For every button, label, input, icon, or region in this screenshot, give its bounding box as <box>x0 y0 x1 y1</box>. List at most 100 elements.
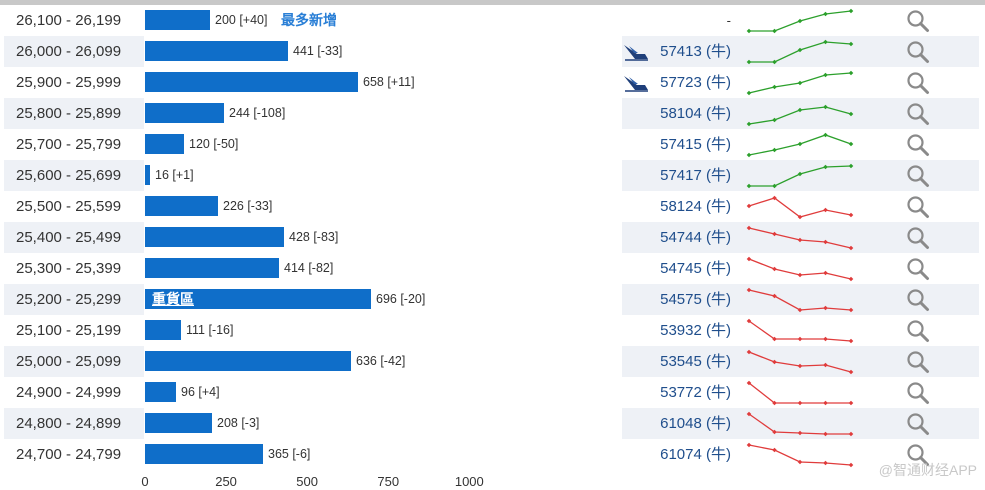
magnifier-icon[interactable] <box>906 319 930 343</box>
axis-tick-label: 1000 <box>454 474 484 489</box>
warrant-code[interactable]: 54575 (牛) <box>660 291 731 308</box>
quantity-bar <box>145 41 288 61</box>
sparkline-point <box>797 363 803 369</box>
warrant-code[interactable]: - <box>726 13 731 28</box>
magnifier-icon[interactable] <box>906 102 930 126</box>
warrant-code[interactable]: 53545 (牛) <box>660 353 731 370</box>
warrant-code[interactable]: 57417 (牛) <box>660 167 731 184</box>
warrant-code[interactable]: 54745 (牛) <box>660 260 731 277</box>
magnifier-icon[interactable] <box>906 443 930 467</box>
sparkline-point <box>823 305 828 311</box>
sparkline-point <box>797 336 803 342</box>
sparkline-point <box>823 104 828 110</box>
warrant-code[interactable]: 54744 (牛) <box>660 229 731 246</box>
magnifier-icon[interactable] <box>906 350 930 374</box>
sparkline-point <box>848 462 854 468</box>
sparkline-point <box>746 59 752 65</box>
quantity-bar <box>145 289 371 309</box>
magnifier-icon[interactable] <box>906 133 930 157</box>
sparkline-point <box>823 72 828 78</box>
warrant-code[interactable]: 57723 (牛) <box>660 74 731 91</box>
ship-icon <box>624 45 648 61</box>
sparkline-point <box>772 117 777 123</box>
sparkline-point <box>823 39 828 45</box>
table-row: 26,000 - 26,099 441 [-33] 57413 (牛) <box>0 36 985 67</box>
magnifier-icon[interactable] <box>906 71 930 95</box>
price-range: 24,900 - 24,999 <box>16 384 122 401</box>
price-range: 25,700 - 25,799 <box>16 136 122 153</box>
quantity-bar <box>145 134 184 154</box>
table-row: 24,800 - 24,899 208 [-3] 61048 (牛) <box>0 408 985 439</box>
sparkline-point <box>848 307 854 313</box>
row-band <box>4 408 144 439</box>
sparkline-point <box>772 266 777 272</box>
row-band <box>4 284 144 315</box>
magnifier-icon[interactable] <box>906 288 930 312</box>
magnifier-icon[interactable] <box>906 40 930 64</box>
trend-sparkline <box>746 380 854 406</box>
sparkline-point <box>797 400 803 406</box>
sparkline-point <box>848 276 854 282</box>
sparkline-point <box>848 70 854 76</box>
sparkline-point <box>772 59 777 65</box>
price-range: 24,700 - 24,799 <box>16 446 122 463</box>
magnifier-icon[interactable] <box>906 9 930 33</box>
trend-sparkline <box>746 104 854 127</box>
magnifier-icon[interactable] <box>906 195 930 219</box>
ship-icon <box>624 76 648 92</box>
sparkline-point <box>772 28 777 34</box>
quantity-bar <box>145 320 181 340</box>
table-row: 25,300 - 25,399 414 [-82] 54745 (牛) <box>0 253 985 284</box>
trend-sparkline <box>746 411 854 437</box>
sparkline-point <box>797 80 803 86</box>
sparkline-point <box>746 442 752 448</box>
row-band <box>4 346 144 377</box>
warrant-code[interactable]: 61048 (牛) <box>660 415 731 432</box>
sparkline-point <box>848 431 854 437</box>
warrant-code[interactable]: 57415 (牛) <box>660 136 731 153</box>
sparkline-point <box>746 203 752 209</box>
magnifier-icon[interactable] <box>906 164 930 188</box>
sparkline-point <box>848 369 854 375</box>
warrant-code[interactable]: 58104 (牛) <box>660 105 731 122</box>
bar-value-label: 111 [-16] <box>186 323 234 337</box>
warrant-code[interactable]: 57413 (牛) <box>660 43 731 60</box>
sparkline-point <box>848 8 854 14</box>
price-range: 26,100 - 26,199 <box>16 12 122 29</box>
table-row: 25,500 - 25,599 226 [-33] 58124 (牛) <box>0 191 985 222</box>
x-axis: 0 250 500 750 1000 <box>0 470 985 490</box>
trend-sparkline <box>746 442 854 468</box>
quantity-bar <box>145 444 263 464</box>
table-row: 25,800 - 25,899 244 [-108] 58104 (牛) <box>0 98 985 129</box>
sparkline-point <box>772 84 777 90</box>
quantity-bar <box>145 413 212 433</box>
sparkline-point <box>746 152 752 158</box>
table-row: 26,100 - 26,199 200 [+40] 最多新增 - <box>0 5 985 36</box>
bar-value-label: 441 [-33] <box>293 44 343 58</box>
bar-value-label: 414 [-82] <box>284 261 334 275</box>
bar-value-label: 636 [-42] <box>356 354 406 368</box>
table-row: 24,700 - 24,799 365 [-6] 61074 (牛) <box>0 439 985 470</box>
bar-value-label: 365 [-6] <box>268 447 311 461</box>
sparkline-point <box>746 225 752 231</box>
magnifier-icon[interactable] <box>906 381 930 405</box>
row-band <box>622 98 979 129</box>
sparkline-point <box>848 245 854 251</box>
bar-value-label: 16 [+1] <box>155 168 194 182</box>
sparkline-point <box>823 239 828 245</box>
sparkline-point <box>823 362 828 368</box>
warrant-code[interactable]: 61074 (牛) <box>660 446 731 463</box>
trend-sparkline <box>746 225 854 251</box>
sparkline-point <box>823 460 828 466</box>
warrant-code[interactable]: 53932 (牛) <box>660 322 731 339</box>
magnifier-icon[interactable] <box>906 257 930 281</box>
quantity-bar <box>145 227 284 247</box>
table-row: 25,200 - 25,299 696 [-20] 重貨區 54575 (牛) <box>0 284 985 315</box>
sparkline-point <box>797 107 803 113</box>
warrant-code[interactable]: 53772 (牛) <box>660 384 731 401</box>
warrant-code[interactable]: 58124 (牛) <box>660 198 731 215</box>
sparkline-point <box>823 11 828 17</box>
heavy-zone-tag: 重貨區 <box>152 291 194 307</box>
magnifier-icon[interactable] <box>906 412 930 436</box>
magnifier-icon[interactable] <box>906 226 930 250</box>
